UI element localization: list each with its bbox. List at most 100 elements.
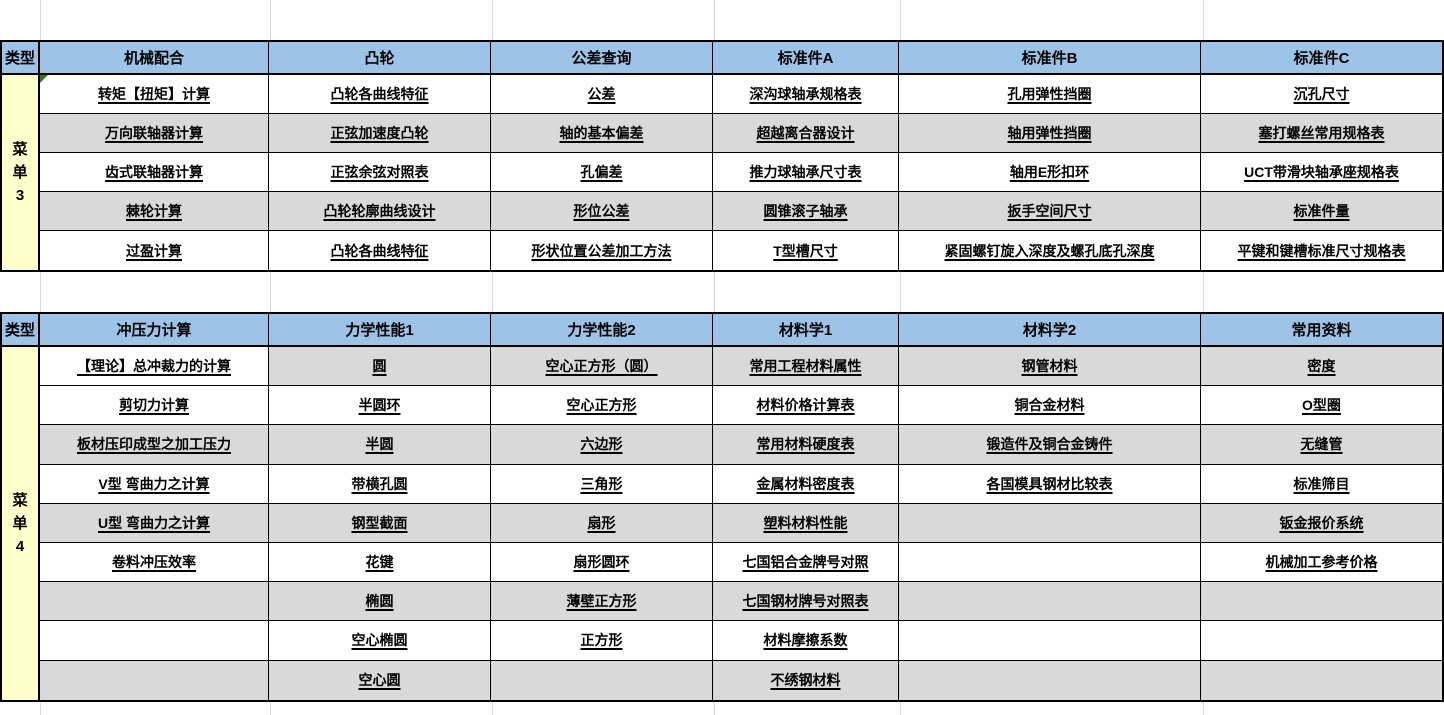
link-cell: 正弦余弦对照表 — [269, 153, 491, 192]
cell-link[interactable]: U型 弯曲力之计算 — [98, 514, 210, 531]
cell-link[interactable]: 无缝管 — [1300, 436, 1343, 453]
cell-link[interactable]: 万向联轴器计算 — [105, 125, 203, 141]
link-cell: 钣金报价系统 — [1201, 503, 1442, 543]
cell-link[interactable]: 扳手空间尺寸 — [1007, 203, 1092, 219]
link-cell: 平键和键槽标准尺寸规格表 — [1201, 231, 1442, 270]
cell-link[interactable]: O型圈 — [1302, 397, 1341, 414]
link-cell: 圆锥滚子轴承 — [713, 192, 899, 231]
link-cell: 板材压印成型之加工压力 — [40, 425, 269, 465]
cell-link[interactable]: 空心椭圆 — [351, 632, 408, 649]
cell-link[interactable]: 转矩【扭矩】计算 — [98, 86, 210, 102]
link-cell: 凸轮各曲线特征 — [269, 231, 491, 270]
link-cell: 塞打螺丝常用规格表 — [1201, 114, 1442, 153]
cell-link[interactable]: 形状位置公差加工方法 — [531, 242, 672, 259]
cell-link[interactable]: 六边形 — [580, 436, 623, 453]
cell-link[interactable]: 半圆 — [365, 436, 394, 453]
cell-link[interactable]: 凸轮各曲线特征 — [330, 242, 429, 259]
cell-link[interactable]: 剪切力计算 — [119, 397, 189, 414]
cell-link[interactable]: 花键 — [365, 554, 394, 571]
cell-link[interactable]: 塞打螺丝常用规格表 — [1258, 125, 1385, 141]
cell-link[interactable]: 轴用弹性挡圈 — [1007, 125, 1092, 141]
column-gridline — [270, 0, 271, 40]
cell-link[interactable]: 七国钢材牌号对照表 — [742, 593, 869, 610]
cell-link[interactable]: 钣金报价系统 — [1279, 514, 1364, 531]
cell-link[interactable]: 板材压印成型之加工压力 — [77, 436, 231, 453]
cell-link[interactable]: 空心正方形 — [566, 397, 637, 414]
link-cell: 密度 — [1201, 347, 1442, 387]
cell-link[interactable]: 材料摩擦系数 — [763, 632, 848, 649]
link-cell: 形状位置公差加工方法 — [491, 231, 713, 270]
cell-link[interactable]: 紧固螺钉旋入深度及螺孔底孔深度 — [944, 242, 1155, 259]
link-cell: U型 弯曲力之计算 — [40, 503, 269, 543]
column-header: 公差查询 — [491, 42, 713, 75]
menu-label: 菜单 3 — [2, 75, 40, 270]
cell-link[interactable]: 钢型截面 — [351, 514, 408, 531]
cell-link[interactable]: 【理论】总冲裁力的计算 — [77, 358, 231, 375]
cell-link[interactable]: 扇形圆环 — [573, 554, 630, 571]
cell-link[interactable]: 卷料冲压效率 — [112, 554, 196, 571]
cell-link[interactable]: 椭圆 — [365, 593, 394, 610]
empty-cell — [899, 621, 1201, 661]
cell-link[interactable]: 薄壁正方形 — [566, 593, 637, 610]
cell-link[interactable]: 常用工程材料属性 — [749, 358, 862, 375]
cell-link[interactable]: 金属材料密度表 — [756, 475, 855, 492]
cell-link[interactable]: 半圆环 — [358, 397, 401, 414]
cell-link[interactable]: 常用材料硬度表 — [756, 436, 855, 453]
cell-link[interactable]: 圆锥滚子轴承 — [763, 203, 848, 219]
link-cell: 凸轮各曲线特征 — [269, 75, 491, 114]
cell-link[interactable]: 轴用E形扣环 — [1009, 164, 1090, 180]
link-cell: 正弦加速度凸轮 — [269, 114, 491, 153]
cell-link[interactable]: UCT带滑块轴承座规格表 — [1244, 164, 1399, 180]
link-cell: 金属材料密度表 — [713, 464, 899, 504]
cell-link[interactable]: 带横孔圆 — [351, 475, 408, 492]
cell-link[interactable]: 超越离合器设计 — [756, 125, 855, 141]
cell-link[interactable]: 钢管材料 — [1021, 358, 1078, 375]
link-cell: 正方形 — [491, 621, 713, 661]
cell-link[interactable]: 凸轮各曲线特征 — [330, 86, 429, 102]
cell-link[interactable]: 正弦余弦对照表 — [330, 164, 429, 180]
cell-link[interactable]: 孔用弹性挡圈 — [1007, 86, 1092, 102]
cell-link[interactable]: 形位公差 — [573, 203, 630, 219]
cell-link[interactable]: 平键和键槽标准尺寸规格表 — [1237, 242, 1406, 259]
cell-link[interactable]: 过盈计算 — [126, 242, 182, 259]
cell-link[interactable]: 正方形 — [580, 632, 623, 649]
link-cell: 紧固螺钉旋入深度及螺孔底孔深度 — [899, 231, 1201, 270]
cell-link[interactable]: 扇形 — [587, 514, 616, 531]
cell-link[interactable]: 各国模具钢材比较表 — [986, 475, 1113, 492]
empty-cell — [40, 582, 269, 622]
empty-cell — [1201, 660, 1442, 700]
cell-link[interactable]: 正弦加速度凸轮 — [330, 125, 429, 141]
cell-link[interactable]: 不绣钢材料 — [770, 672, 841, 689]
cell-link[interactable]: 圆 — [372, 358, 387, 375]
cell-link[interactable]: 沉孔尺寸 — [1293, 86, 1350, 102]
cell-link[interactable]: 标准件量 — [1293, 203, 1350, 219]
cell-link[interactable]: 推力球轴承尺寸表 — [749, 164, 862, 180]
link-cell: 形位公差 — [491, 192, 713, 231]
cell-link[interactable]: 深沟球轴承规格表 — [749, 86, 862, 102]
cell-link[interactable]: 轴的基本偏差 — [559, 125, 644, 141]
cell-link[interactable]: 棘轮计算 — [126, 203, 182, 219]
cell-link[interactable]: 三角形 — [580, 475, 623, 492]
cell-link[interactable]: 齿式联轴器计算 — [105, 164, 203, 180]
cell-link[interactable]: 铜合金材料 — [1014, 397, 1085, 414]
cell-link[interactable]: 空心正方形（圆） — [545, 358, 658, 375]
cell-link[interactable]: 空心圆 — [358, 672, 401, 689]
cell-link[interactable]: T型槽尺寸 — [773, 242, 838, 259]
cell-link[interactable]: 锻造件及铜合金铸件 — [986, 436, 1113, 453]
cell-link[interactable]: 密度 — [1307, 358, 1336, 375]
cell-link[interactable]: 公差 — [587, 86, 616, 102]
link-cell: 空心正方形 — [491, 386, 713, 426]
column-gridline — [714, 272, 715, 312]
cell-link[interactable]: 凸轮轮廓曲线设计 — [323, 203, 436, 219]
link-cell: 标准件量 — [1201, 192, 1442, 231]
cell-link[interactable]: 材料价格计算表 — [756, 397, 855, 414]
link-cell: 孔偏差 — [491, 153, 713, 192]
link-cell: 半圆 — [269, 425, 491, 465]
cell-link[interactable]: 塑料材料性能 — [763, 514, 848, 531]
cell-link[interactable]: 孔偏差 — [580, 164, 623, 180]
cell-link[interactable]: 七国铝合金牌号对照 — [742, 554, 869, 571]
column-gridline — [900, 0, 901, 40]
cell-link[interactable]: 标准筛目 — [1293, 475, 1350, 492]
cell-link[interactable]: 机械加工参考价格 — [1265, 554, 1378, 571]
cell-link[interactable]: V型 弯曲力之计算 — [98, 475, 210, 492]
